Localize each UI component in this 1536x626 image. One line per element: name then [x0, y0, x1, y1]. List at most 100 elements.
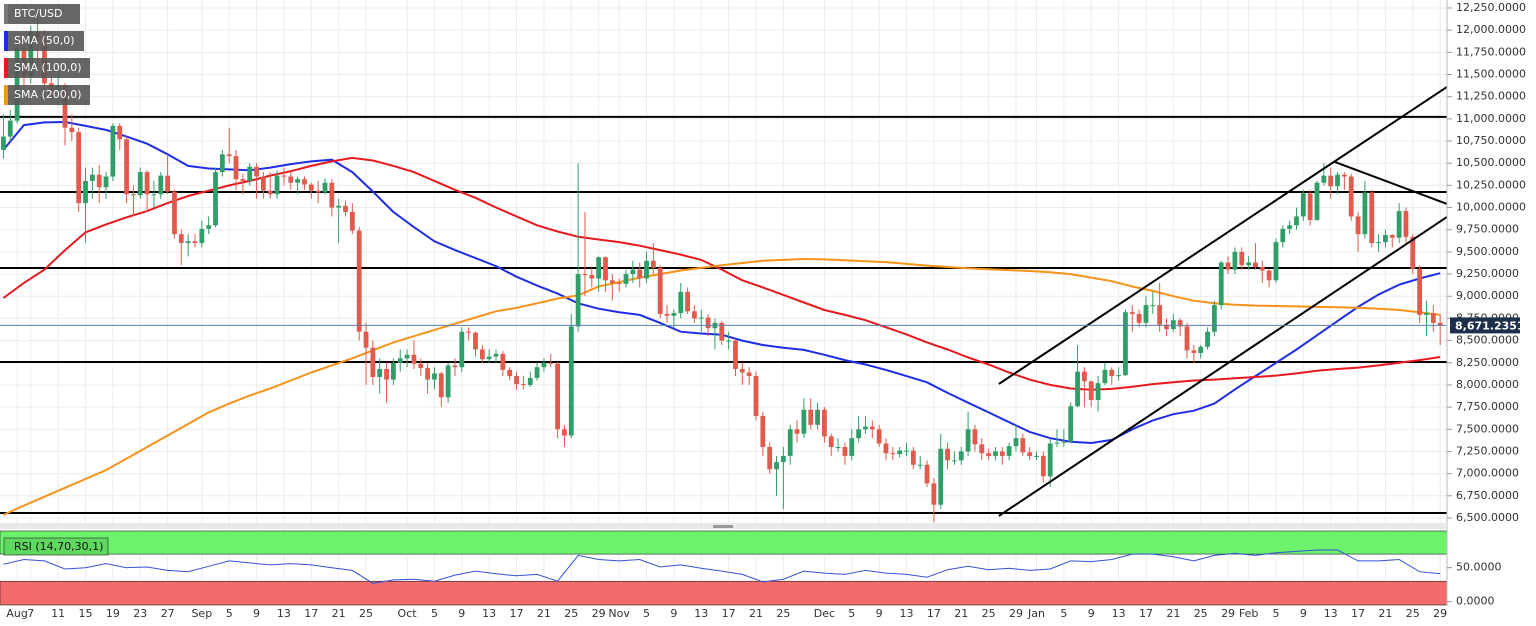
candle-body [938, 448, 944, 505]
candle-body [616, 282, 622, 284]
candle-body [500, 353, 506, 370]
y-tick-label: 10,750.0000 [1456, 134, 1526, 147]
candle-body [582, 274, 588, 276]
x-tick-label: 17 [510, 607, 524, 620]
x-tick-label: 21 [954, 607, 968, 620]
candle-body [1143, 305, 1149, 323]
candle-body [315, 190, 321, 193]
plot [0, 12, 1448, 523]
y-tick-label: 10,500.0000 [1456, 156, 1526, 169]
y-tick-label: 12,250.0000 [1456, 1, 1526, 14]
x-tick-label: 17 [1139, 607, 1153, 620]
x-tick-label: 5 [848, 607, 855, 620]
candle-body [473, 332, 478, 350]
candle-body [267, 190, 273, 195]
candle-body [103, 176, 109, 188]
candle-body [808, 409, 814, 425]
candle-body [999, 451, 1005, 456]
legend-label: SMA (50,0) [14, 34, 75, 47]
candle-body [1177, 320, 1183, 327]
candle-body [698, 317, 704, 319]
x-tick-label: Dec [814, 607, 835, 620]
candle-body [233, 156, 239, 180]
candle-body [1341, 174, 1347, 177]
candle-body [479, 349, 485, 360]
candle-body [404, 354, 410, 359]
y-tick-label: 8,250.0000 [1456, 356, 1519, 369]
candle-body [1020, 438, 1026, 453]
legend-marker [4, 85, 8, 105]
candle-body [685, 291, 690, 312]
legend-marker [4, 58, 8, 78]
x-tick-label: 23 [133, 607, 147, 620]
candle-body [281, 175, 287, 177]
candle-body [1082, 371, 1087, 382]
candle-body [62, 85, 68, 128]
x-tick-label: Jan [1027, 607, 1045, 620]
candle-body [384, 368, 389, 380]
candle-body [993, 451, 998, 456]
x-tick-label: 21 [749, 607, 763, 620]
candle-body [650, 260, 656, 268]
x-tick-label: 29 [1433, 607, 1447, 620]
x-tick-label: 5 [431, 607, 438, 620]
candle-body [1129, 312, 1135, 314]
candle-body [425, 368, 430, 380]
candle-body [664, 313, 670, 316]
candle-body [1335, 174, 1340, 187]
candle-body [206, 225, 212, 229]
x-tick-label: 5 [226, 607, 233, 620]
candle-body [869, 426, 875, 430]
candle-body [1259, 266, 1265, 271]
y-tick-label: 8,000.0000 [1456, 378, 1519, 391]
candle-body [835, 447, 841, 449]
x-tick-label: Nov [608, 607, 630, 620]
candle-body [83, 180, 88, 204]
separator-handle[interactable] [713, 525, 733, 528]
candle-body [1047, 443, 1053, 477]
candle-body [1164, 324, 1169, 330]
current-price-box [1450, 317, 1520, 334]
y-tick-label: 11,000.0000 [1456, 112, 1526, 125]
x-tick-label: 25 [564, 607, 578, 620]
candle-body [1006, 446, 1012, 456]
candle-body [1034, 455, 1039, 457]
candle-body [1054, 442, 1060, 444]
rsi-legend-label: RSI (14,70,30,1) [14, 540, 103, 553]
x-tick-label: Sep [191, 607, 212, 620]
candle-body [1383, 235, 1388, 243]
candle-body [110, 125, 116, 177]
candle-body [1266, 270, 1272, 281]
candle-body [172, 191, 177, 235]
candle-body [890, 453, 896, 455]
candle-body [76, 132, 82, 204]
candle-body [96, 174, 102, 188]
candle-body [1430, 313, 1436, 323]
y-tick-label: 10,250.0000 [1456, 178, 1526, 191]
candle-body [7, 120, 13, 137]
candle-body [952, 460, 957, 462]
candle-body [623, 274, 629, 284]
candle-body [219, 154, 225, 173]
candle-body [117, 125, 123, 140]
y-tick-label: 8,500.0000 [1456, 334, 1519, 347]
candle-body [924, 464, 930, 484]
candle-body [780, 455, 786, 463]
x-tick-label: 13 [1324, 607, 1338, 620]
candle-body [432, 373, 437, 380]
candle-body [739, 368, 745, 373]
candle-body [972, 429, 978, 445]
candle-body [637, 269, 643, 279]
candle-body [575, 274, 581, 327]
y-tick-label: 7,750.0000 [1456, 400, 1519, 413]
candle-body [1246, 262, 1251, 266]
candle-body [965, 429, 971, 452]
candle-body [322, 182, 328, 193]
candle-body [644, 260, 649, 279]
candle-body [822, 409, 827, 437]
candle-body [883, 443, 889, 454]
candle-body [377, 368, 383, 377]
candle-body [213, 172, 218, 226]
candle-body [1321, 175, 1327, 183]
candle-body [1273, 242, 1279, 281]
